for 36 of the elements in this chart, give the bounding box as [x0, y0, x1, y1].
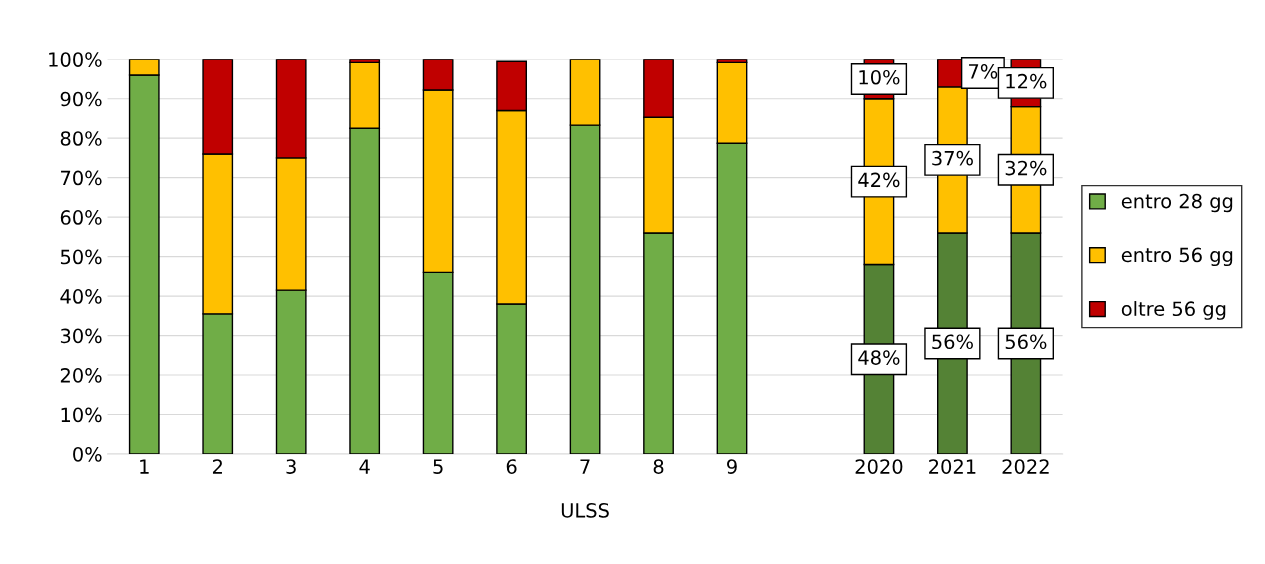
x-tick-label: 2 [212, 459, 222, 474]
data-label: 37% [932, 150, 973, 166]
data-label: 32% [1005, 160, 1047, 176]
x-tick-label: 1 [140, 459, 149, 474]
y-tick-label: 10% [61, 407, 102, 423]
y-tick-label: 30% [60, 328, 102, 344]
y-tick-label: 100% [49, 52, 102, 67]
x-tick-label: 7 [580, 459, 590, 474]
x-tick-label: 6 [506, 459, 517, 474]
x-axis-title: ULSS [561, 503, 609, 518]
data-label: 56% [932, 334, 973, 350]
data-label: 7% [969, 63, 998, 79]
y-tick-label: 60% [60, 210, 102, 225]
legend-label: entro 28 gg [1121, 193, 1233, 213]
y-tick-label: 50% [60, 249, 102, 265]
x-tick-label: 9 [727, 459, 737, 474]
legend-label: entro 56 gg [1121, 247, 1233, 267]
y-tick-label: 0% [73, 446, 102, 462]
x-tick-label: 2022 [1002, 459, 1049, 474]
data-label: 10% [859, 69, 900, 85]
x-tick-label: 5 [433, 459, 443, 474]
data-label: 12% [1006, 73, 1047, 89]
y-tick-label: 90% [60, 91, 102, 107]
x-tick-label: 2020 [855, 459, 903, 474]
x-tick-label: 2021 [929, 459, 976, 474]
y-tick-label: 20% [60, 368, 102, 383]
data-label: 42% [858, 172, 900, 188]
data-label: 56% [1005, 334, 1047, 350]
y-tick-label: 70% [61, 170, 102, 186]
x-tick-label: 3 [286, 459, 296, 474]
x-tick-label: 8 [653, 459, 664, 474]
x-tick-label: 4 [359, 459, 370, 474]
y-tick-label: 40% [60, 289, 102, 304]
legend-label: oltre 56 gg [1121, 301, 1226, 320]
data-label: 48% [858, 350, 900, 365]
y-tick-label: 80% [60, 131, 102, 146]
